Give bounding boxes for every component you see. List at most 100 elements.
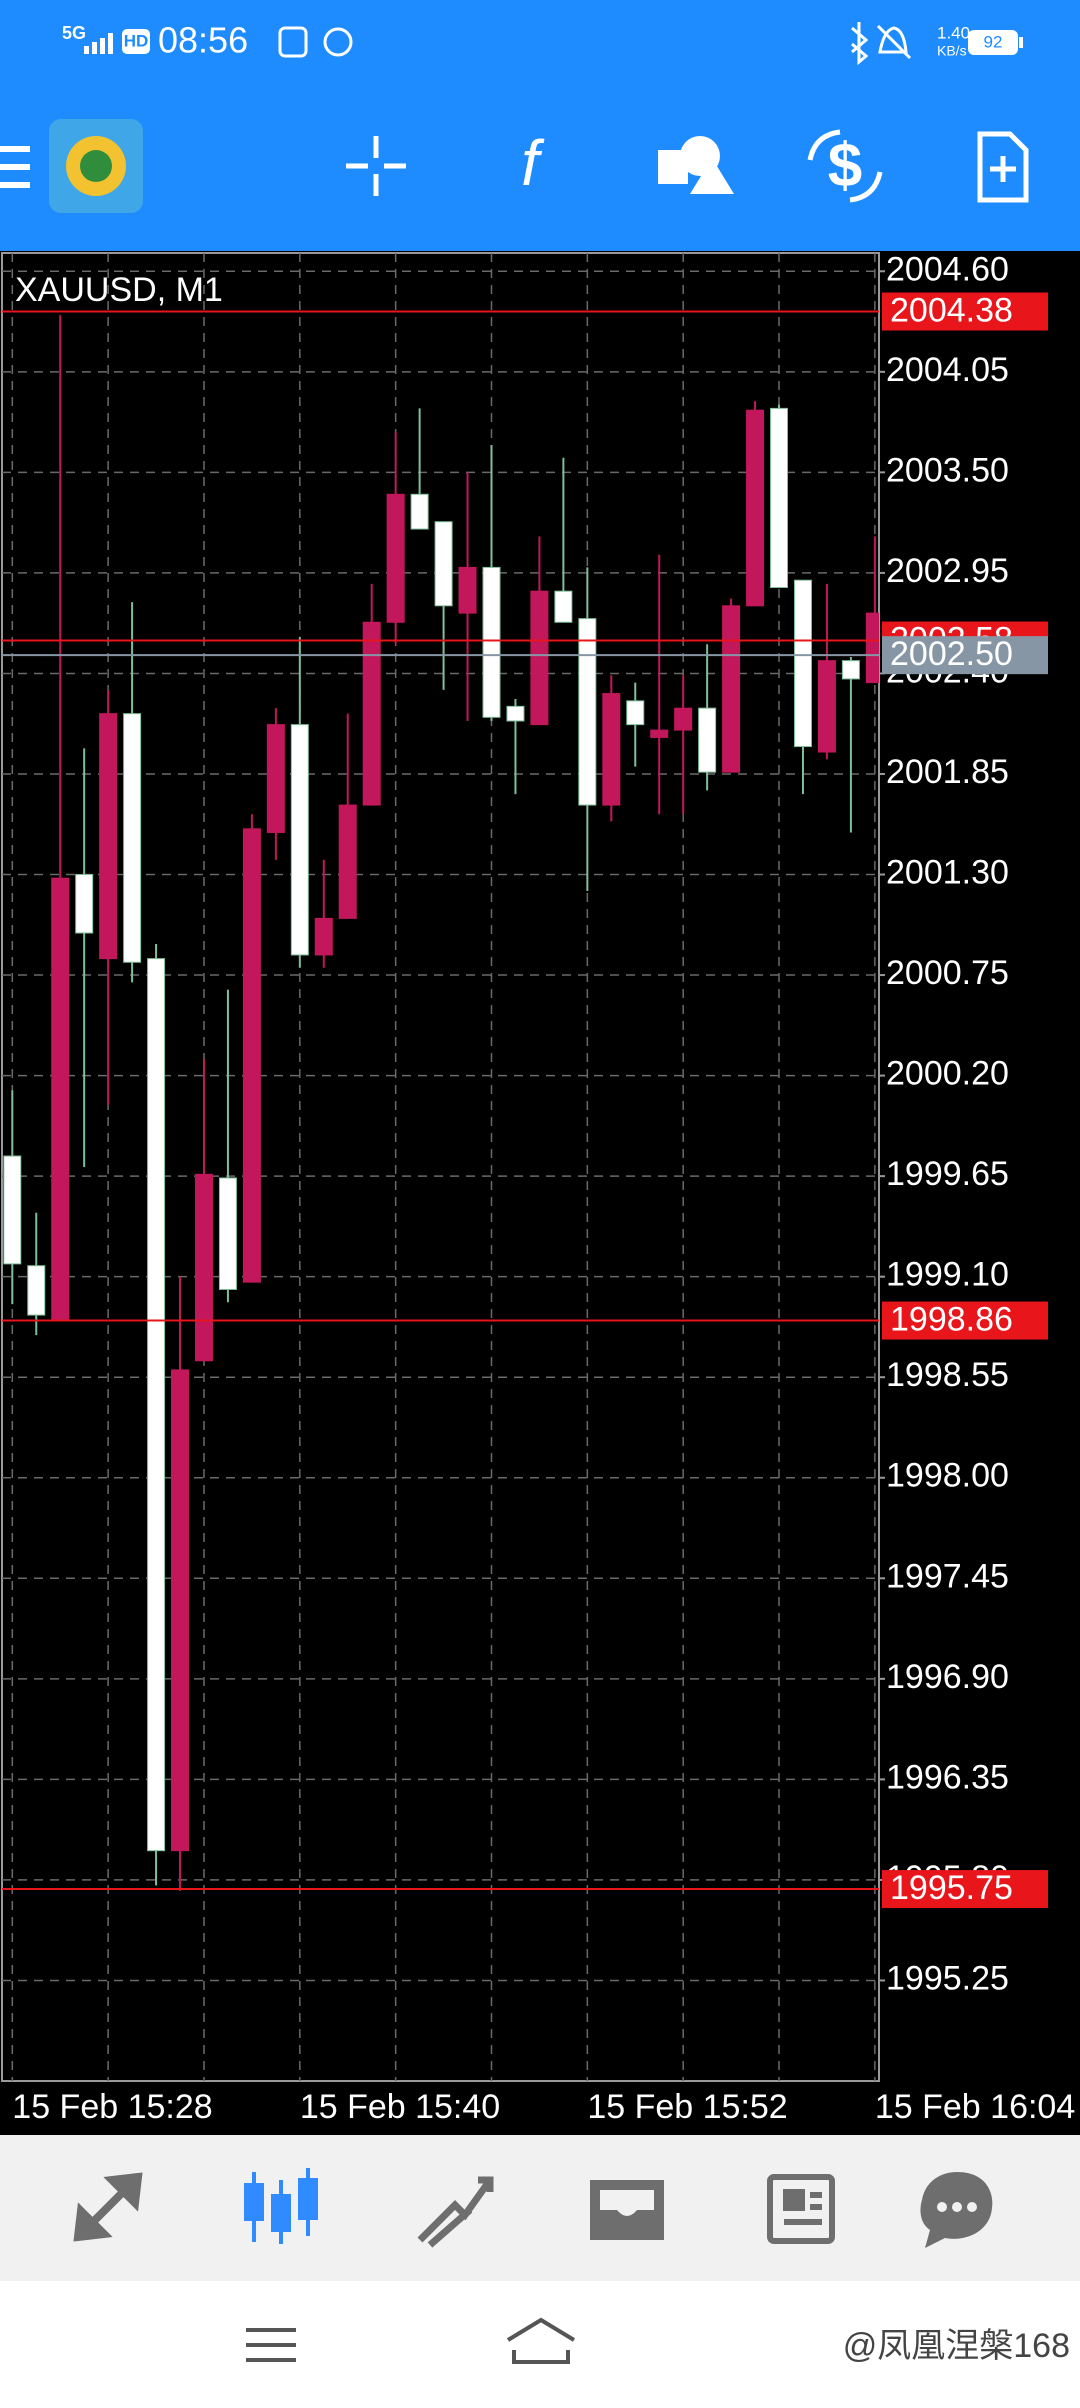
price-level-box [882,636,1048,675]
candle-body [506,705,525,722]
notification-icon [323,27,353,57]
menu-button[interactable] [0,146,30,188]
clock: 08:56 [158,20,248,61]
y-tick-label: 2001.85 [886,753,1009,791]
signal-bar [84,46,89,54]
candle-body [123,713,142,963]
candle-body [650,729,669,738]
candle-body [674,707,693,731]
candle-body [242,828,261,1283]
bottom-nav [0,2135,1080,2281]
notification-icon [278,26,308,58]
price-level-label: 2004.38 [890,291,1013,329]
speed-unit: KB/s [937,43,967,59]
candle-body [218,1177,237,1290]
candle-body [626,700,645,726]
candle-body [817,660,836,753]
trade-button[interactable]: $ [807,129,883,203]
hd-label: HD [124,31,149,50]
app-icon-logo [80,150,112,182]
chart-title: XAUUSD, M1 [15,271,223,309]
y-tick-label: 1996.35 [886,1758,1009,1796]
candle-body [482,566,501,718]
price-level-label: 2002.50 [890,635,1013,673]
signal-bar [100,38,105,54]
history-tab[interactable] [590,2180,664,2240]
y-tick-label: 1999.10 [886,1256,1009,1294]
price-level-box [882,1870,1048,1909]
candle-body [362,621,381,806]
candle-body [722,605,741,773]
price-level-label: 1995.75 [890,1869,1013,1907]
x-tick-label: 15 Feb 15:52 [587,2088,787,2126]
candle-body [99,713,118,960]
plot-frame [1,252,880,2082]
chat-tab[interactable] [920,2172,993,2248]
candle-body [602,693,621,806]
y-tick-label: 2002.95 [886,552,1009,590]
y-tick-label: 2003.50 [886,451,1009,489]
candle-body [314,917,333,956]
price-level-label: 1998.86 [890,1301,1013,1339]
candle-body [386,493,405,623]
battery [968,30,1018,55]
mute-icon [876,24,912,60]
quotes-tab[interactable] [73,2172,143,2242]
app-bar [0,0,1080,251]
candle-body [865,612,879,684]
candle-body [458,566,477,614]
y-tick-label: 2000.75 [886,954,1009,992]
crosshair-button[interactable] [346,136,406,196]
status-bar: 5G HD 08:56 1.40 KB/s 92 [62,20,1023,66]
price-level-box [882,292,1048,331]
candle-body [27,1265,46,1316]
candle-body [698,707,717,773]
hd-badge [122,29,150,54]
grid [2,253,879,2081]
y-tick-label: 1998.55 [886,1356,1009,1394]
candle-body [51,877,70,1322]
trade-tab[interactable] [417,2176,494,2248]
candle-body [338,804,357,919]
candle-body [578,618,597,806]
candle-body [746,409,765,607]
y-tick-label: 1997.45 [886,1557,1009,1595]
network-label: 5G [62,23,86,43]
y-tick-label: 1996.90 [886,1658,1009,1696]
candle-body [793,579,812,748]
candles [3,315,879,1891]
y-tick-label: 1998.00 [886,1457,1009,1495]
candle-body [194,1173,213,1362]
recents-button[interactable] [246,2328,296,2362]
bluetooth-icon [851,22,869,66]
x-tick-label: 15 Feb 16:04 [875,2088,1075,2126]
candle-body [75,874,94,934]
candle-body [841,660,860,680]
candle-body [147,958,166,1852]
objects-button[interactable] [658,136,734,194]
axes: 2004.602004.052003.502002.952002.402001.… [12,250,1075,2126]
home-button[interactable] [506,2317,576,2364]
svg-text:$: $ [828,131,862,200]
y-tick-label: 1995.25 [886,1959,1009,1997]
news-tab[interactable] [767,2174,835,2244]
chart-tab[interactable] [244,2168,318,2244]
candle-body [434,521,453,607]
candle-body [770,407,789,589]
signal-bar [108,33,113,54]
y-tick-label: 2004.05 [886,351,1009,389]
system-nav [0,2281,1080,2408]
watermark: @凤凰涅槃168 [843,2327,1070,2365]
battery-tip [1019,37,1023,48]
candle-body [530,590,549,726]
x-tick-label: 15 Feb 15:40 [300,2088,500,2126]
candle-body [410,493,429,530]
signal-bar [92,42,97,54]
candle-body [171,1369,190,1852]
y-tick-label: 1999.65 [886,1155,1009,1193]
y-tick-label: 2001.30 [886,854,1009,892]
new-order-button[interactable] [977,131,1029,203]
